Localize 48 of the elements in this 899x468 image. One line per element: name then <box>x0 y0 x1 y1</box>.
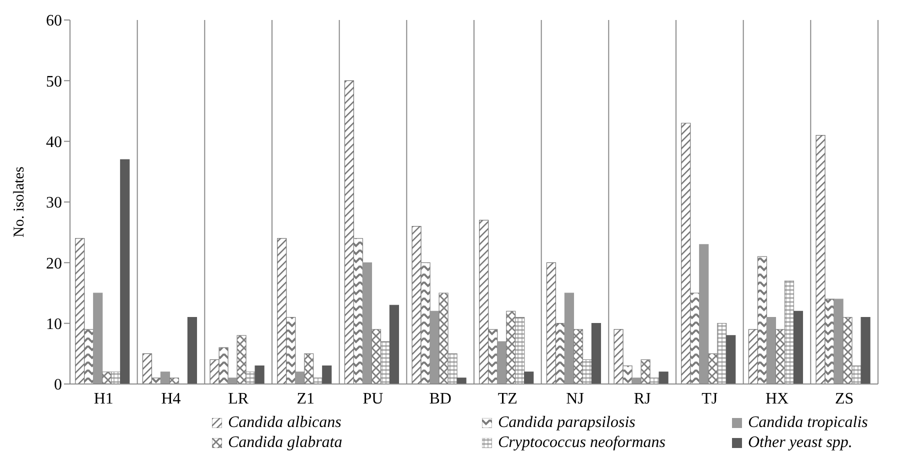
bar <box>389 304 400 384</box>
bar <box>766 316 776 384</box>
bar <box>160 372 170 384</box>
x-tick-label: H4 <box>161 390 181 408</box>
legend-label: Candida glabrata <box>228 434 342 452</box>
y-tick-label: 50 <box>46 73 62 90</box>
bar <box>322 366 332 384</box>
bar <box>187 316 198 384</box>
bar <box>793 310 804 384</box>
x-tick-label: ZS <box>834 390 854 408</box>
y-tick-label: 60 <box>46 12 62 30</box>
x-tick-label: BD <box>429 390 452 408</box>
bar <box>591 323 602 384</box>
bar <box>93 292 103 384</box>
bar <box>524 372 534 384</box>
y-tick-label: 30 <box>46 194 62 212</box>
x-tick-label: TJ <box>702 390 718 408</box>
y-tick-label: 20 <box>46 255 62 272</box>
bar <box>726 335 736 384</box>
bar <box>430 310 440 384</box>
legend-label: Cryptococcus neoformans <box>498 434 666 452</box>
legend-label: Candida tropicalis <box>748 414 868 432</box>
bar <box>834 298 844 384</box>
legend-label: Candida parapsilosis <box>498 414 636 432</box>
x-tick-label: Z1 <box>296 390 315 408</box>
y-tick-label: 40 <box>46 134 62 152</box>
x-tick-label: LR <box>228 390 249 408</box>
x-tick-label: NJ <box>566 390 584 408</box>
bar <box>860 316 870 384</box>
bar <box>658 372 668 384</box>
y-tick-label: 10 <box>46 316 62 334</box>
legend-label: Candida albicans <box>228 414 342 432</box>
y-axis-title: No. isolates <box>11 166 28 238</box>
bar <box>497 341 507 384</box>
bar <box>699 244 709 384</box>
bar <box>254 366 264 384</box>
x-tick-label: H1 <box>94 390 114 408</box>
bar <box>120 159 130 384</box>
legend-label: Other yeast spp. <box>748 434 852 452</box>
x-tick-label: TZ <box>498 390 518 408</box>
bar <box>362 262 372 384</box>
bar <box>564 292 574 384</box>
bar <box>295 372 305 384</box>
y-tick-label: 0 <box>54 376 62 394</box>
x-tick-label: HX <box>765 390 789 408</box>
bar <box>456 378 466 384</box>
x-tick-label: PU <box>362 390 384 408</box>
x-tick-label: RJ <box>634 390 651 408</box>
